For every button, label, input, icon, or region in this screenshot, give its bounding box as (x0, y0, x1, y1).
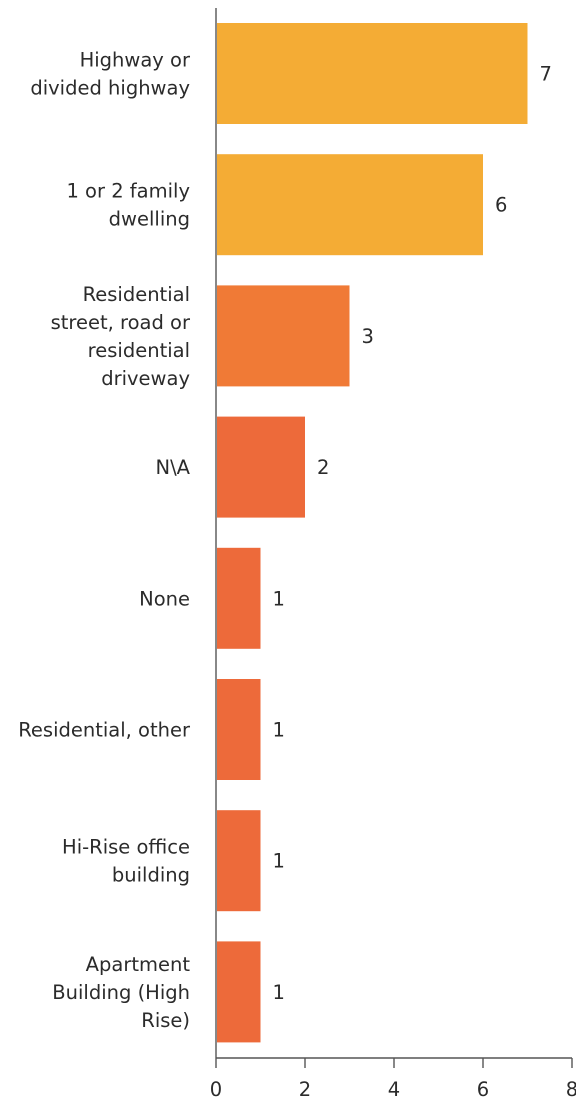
x-tick-label: 2 (299, 1078, 311, 1101)
value-label: 1 (273, 981, 285, 1004)
category-label: Residential street, road or residential dri… (51, 283, 191, 390)
value-label: 6 (495, 194, 507, 217)
category-label: N\A (156, 456, 191, 479)
bar (217, 810, 261, 912)
value-label: 3 (362, 325, 374, 348)
category-label-line: Residential, other (18, 719, 191, 742)
x-tick-label: 0 (210, 1078, 222, 1101)
value-label: 2 (317, 456, 329, 479)
value-label: 1 (273, 850, 285, 873)
x-tick-label: 4 (388, 1078, 400, 1101)
category-label: Highway or divided highway (30, 49, 191, 100)
category-label-line: driveway (101, 367, 190, 390)
bar (217, 285, 350, 387)
bar (217, 679, 261, 780)
bar (217, 547, 261, 649)
category-label-line: Rise) (141, 1009, 190, 1032)
category-label: Residential, other (18, 719, 191, 742)
category-label: Hi-Rise office building (62, 836, 190, 887)
value-label: 1 (273, 587, 285, 610)
category-label-line: Residential (83, 283, 190, 306)
value-labels-group: 7 6 3 2 1 1 1 1 (273, 63, 552, 1004)
value-label: 1 (273, 719, 285, 742)
category-label-line: divided highway (30, 77, 190, 100)
bar (217, 23, 528, 124)
category-label-line: dwelling (109, 208, 190, 231)
category-label-line: None (139, 587, 190, 610)
category-labels-group: Highway or divided highway 1 or 2 family dw… (18, 49, 191, 1032)
category-label-line: N\A (156, 456, 191, 479)
category-label: 1 or 2 family dwelling (66, 180, 190, 231)
category-label-line: Building (High (52, 981, 190, 1004)
bar (217, 941, 261, 1043)
bar (217, 154, 483, 256)
category-label-line: 1 or 2 family (66, 180, 190, 203)
category-label-line: street, road or (51, 311, 191, 334)
x-tick-label: 8 (566, 1078, 576, 1101)
value-label: 7 (540, 63, 552, 86)
category-label-line: Highway or (80, 49, 191, 72)
bars-group (217, 23, 528, 1043)
x-ticks-group: 0 2 4 6 8 (210, 1058, 576, 1101)
category-label: Apartment Building (High Rise) (52, 953, 190, 1032)
category-label: None (139, 587, 190, 610)
x-tick-label: 6 (477, 1078, 489, 1101)
category-label-line: building (112, 864, 190, 887)
bar (217, 416, 305, 518)
category-label-line: residential (88, 339, 190, 362)
category-label-line: Apartment (86, 953, 191, 976)
category-label-line: Hi-Rise office (62, 836, 190, 859)
